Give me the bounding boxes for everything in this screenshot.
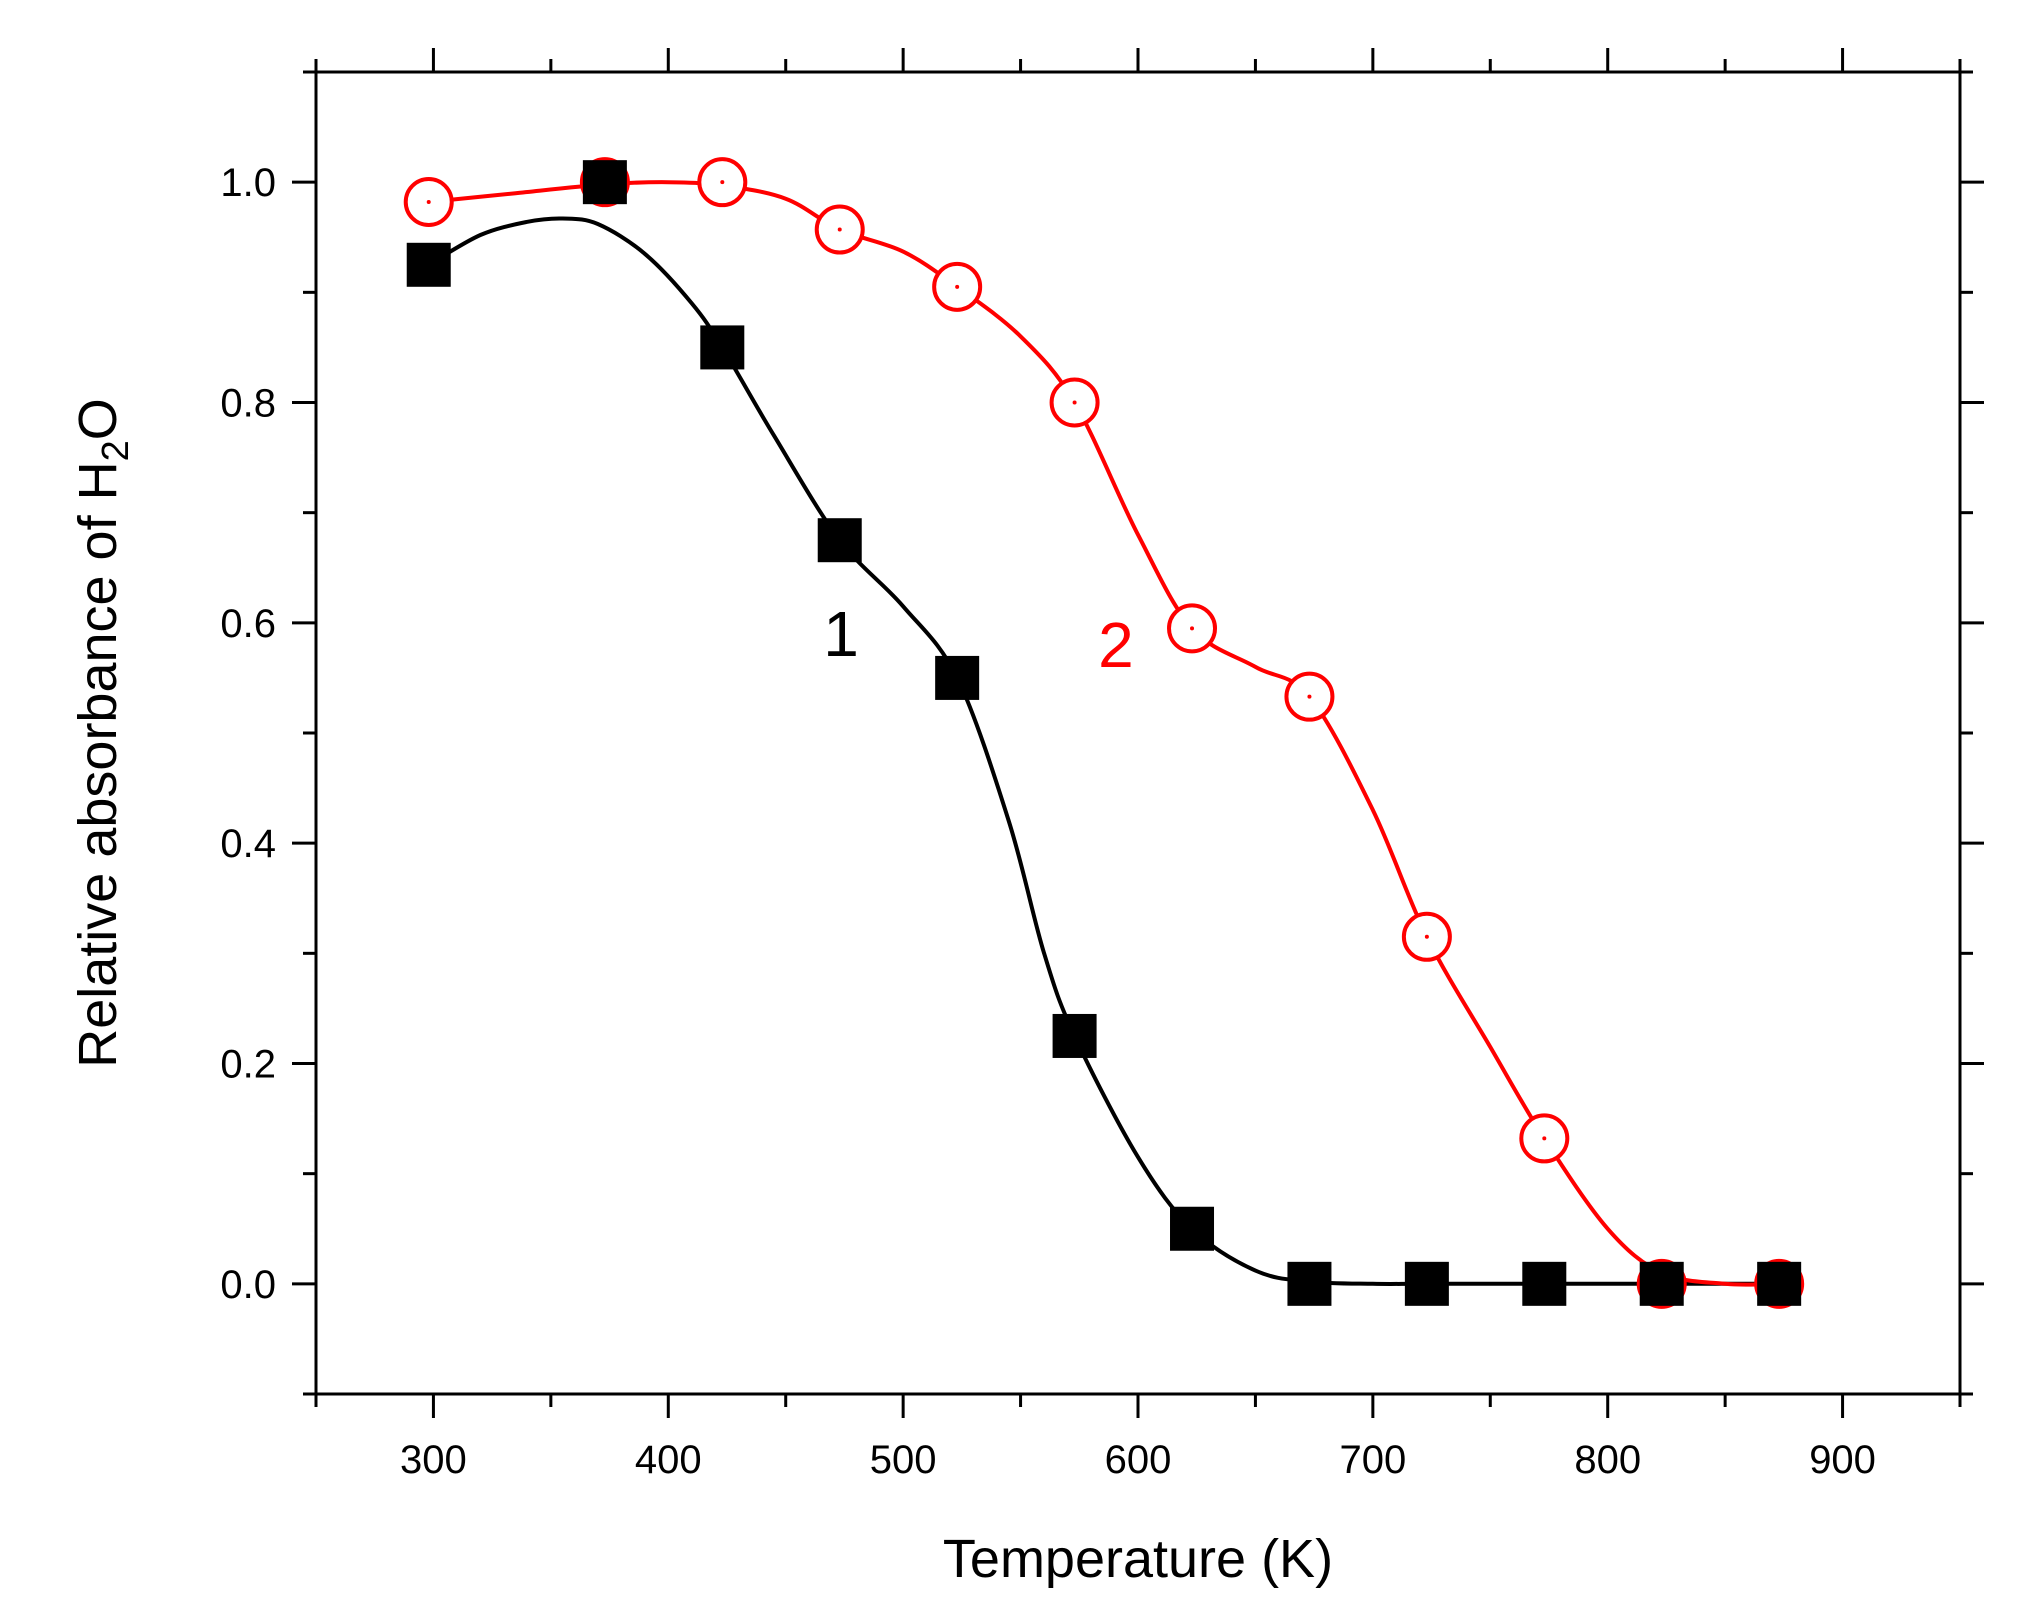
series-1-point — [406, 242, 451, 287]
series-1-point — [582, 160, 627, 205]
series-2-point-dot — [1190, 626, 1195, 631]
y-axis-title-tail: O — [68, 398, 128, 440]
x-tick-label: 600 — [1105, 1438, 1172, 1482]
y-tick-label: 0.6 — [220, 602, 276, 646]
series-2-point-dot — [1072, 400, 1077, 405]
series-2-point — [1401, 911, 1452, 962]
series-markers — [403, 157, 1805, 1309]
series-label-1: 1 — [823, 598, 859, 670]
y-tick-label: 0.4 — [220, 822, 276, 866]
y-tick-label: 1.0 — [220, 161, 276, 205]
series-2-point — [1167, 603, 1218, 654]
plot-frame — [314, 70, 1962, 1396]
x-tick-label: 300 — [400, 1438, 467, 1482]
series-2-point-dot — [837, 227, 842, 232]
series-1-curve — [427, 216, 1780, 1286]
series-2-point — [1284, 671, 1335, 722]
series-1-point — [1639, 1261, 1684, 1306]
y-tick-label: 0.2 — [220, 1043, 276, 1087]
series-2-point-dot — [955, 284, 960, 289]
x-tick-label: 500 — [870, 1438, 937, 1482]
series-2-point — [1519, 1113, 1570, 1164]
series-1-point — [700, 325, 745, 370]
y-axis-title-main: Relative absorbance of H — [68, 461, 128, 1067]
x-tick-label: 700 — [1339, 1438, 1406, 1482]
series-1-point — [817, 518, 862, 563]
series-2-point-dot — [720, 180, 725, 185]
tick-labels: 300 400 500 600 700 800 900 0.0 0.2 0.4 0.6 0.8 1.0 — [220, 161, 1876, 1482]
x-tick-label: 800 — [1574, 1438, 1641, 1482]
series-2-point-dot — [1307, 694, 1312, 699]
series-2-point — [697, 157, 748, 208]
y-tick-label: 0.0 — [220, 1263, 276, 1307]
y-axis-title-subscript: 2 — [95, 440, 137, 461]
series-1-point — [1404, 1261, 1449, 1306]
series-2-point — [403, 176, 454, 227]
x-axis-title: Temperature (K) — [943, 1529, 1333, 1589]
y-tick-label: 0.8 — [220, 382, 276, 426]
series-2-point — [1049, 377, 1100, 428]
series-1-point — [1287, 1261, 1332, 1306]
y-axis-title: Relative absorbance of H2O — [68, 398, 137, 1068]
x-tick-label: 400 — [635, 1438, 702, 1482]
series-1-point — [1052, 1013, 1097, 1058]
series-2-point-dot — [426, 199, 431, 204]
series-2-point-dot — [1542, 1136, 1547, 1141]
x-tick-label: 900 — [1809, 1438, 1876, 1482]
series-2-point — [814, 204, 865, 255]
series-label-2: 2 — [1098, 609, 1134, 681]
series-1-point — [935, 655, 980, 700]
series-1-point — [1170, 1206, 1215, 1251]
series-1-point — [1757, 1261, 1802, 1306]
series-1-point — [1522, 1261, 1567, 1306]
axis-ticks — [292, 48, 1984, 1418]
series-2-point-dot — [1424, 934, 1429, 939]
series-2-point — [932, 261, 983, 312]
